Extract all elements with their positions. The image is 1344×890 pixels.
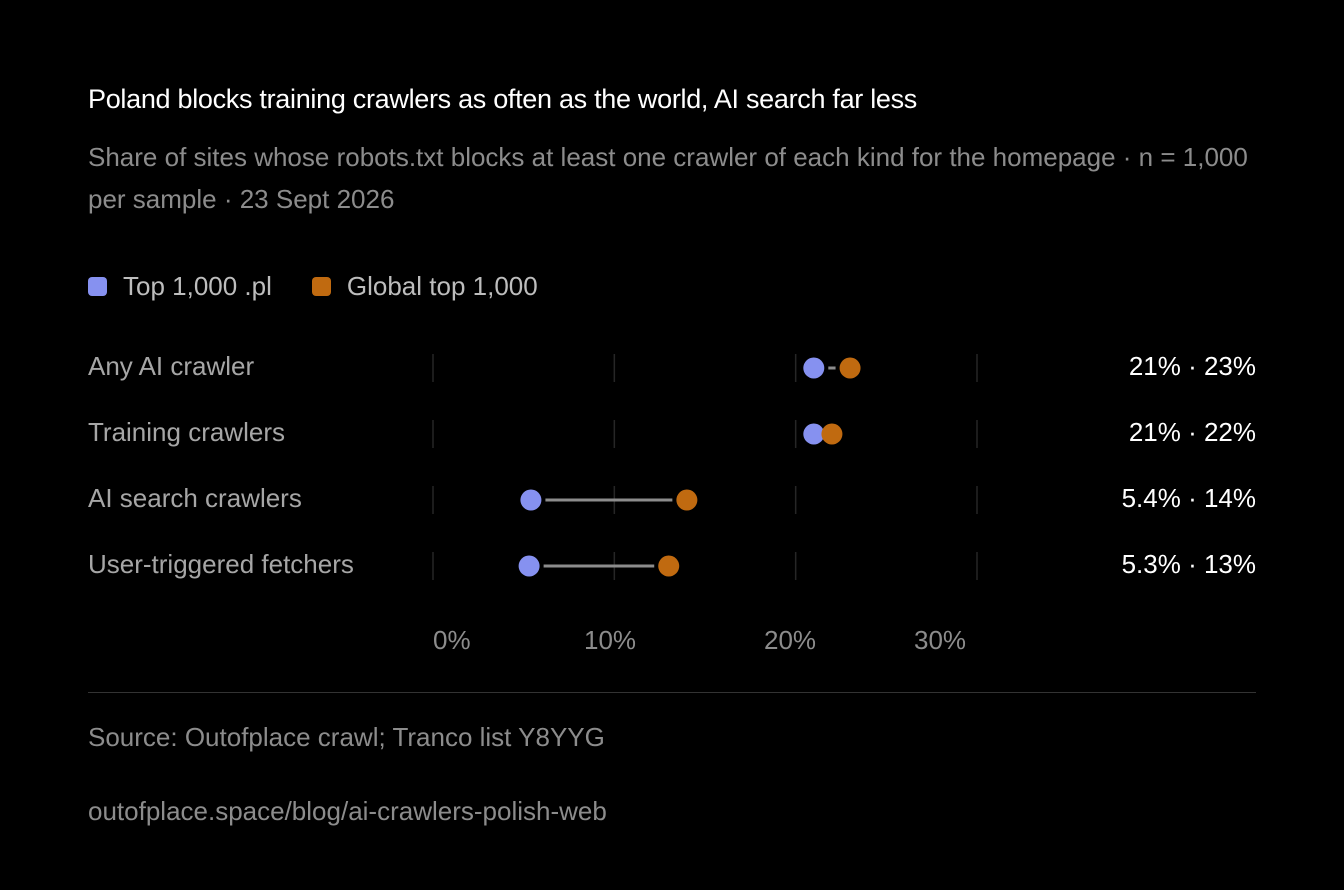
- row-label: Training crawlers: [88, 417, 285, 447]
- chart-row: Any AI crawler 21% · 23%: [88, 351, 1256, 381]
- row-label: AI search crawlers: [88, 483, 302, 513]
- x-tick-label: 0%: [433, 625, 471, 655]
- x-axis-ticks: 0% 10% 20% 30%: [433, 625, 966, 655]
- legend-swatch-global: [311, 276, 331, 296]
- x-tick-label: 10%: [584, 625, 636, 655]
- chart-title: Poland blocks training crawlers as often…: [88, 84, 918, 114]
- legend-swatch-pl: [88, 276, 107, 296]
- point-global-top-1000: [658, 555, 680, 577]
- row-label: Any AI crawler: [88, 351, 255, 381]
- x-tick-label: 20%: [764, 625, 816, 655]
- article-url: outofplace.space/blog/ai-crawlers-polish…: [88, 796, 607, 826]
- point-global-top-1000: [839, 357, 861, 379]
- gridlines: [432, 354, 978, 580]
- row-value-label: 5.3% · 13%: [1122, 549, 1256, 579]
- point-top-1000-pl: [520, 489, 542, 511]
- point-top-1000-pl: [803, 423, 825, 445]
- legend: Top 1,000 .pl Global top 1,000: [88, 268, 578, 304]
- row-value-label: 21% · 22%: [1129, 417, 1256, 447]
- chart-row: AI search crawlers 5.4% · 14%: [88, 483, 1256, 513]
- chart-row: Training crawlers 21% · 22%: [88, 417, 1256, 447]
- row-label: User-triggered fetchers: [88, 549, 354, 579]
- row-value-label: 21% · 23%: [1129, 351, 1256, 381]
- chart-rows: Any AI crawler 21% · 23% Training crawlers…: [88, 351, 1256, 579]
- legend-label-pl: Top 1,000 .pl: [123, 270, 272, 301]
- x-tick-label: 30%: [914, 625, 966, 655]
- point-top-1000-pl: [518, 555, 540, 577]
- chart-subtitle: Share of sites whose robots.txt blocks a…: [88, 142, 1248, 214]
- legend-label-global: Global top 1,000: [346, 270, 538, 301]
- point-global-top-1000: [676, 489, 698, 511]
- point-global-top-1000: [821, 423, 843, 445]
- footer-divider: [88, 692, 1256, 693]
- legend-item-pl: Top 1,000 .pl: [88, 271, 272, 302]
- source-note: Source: Outofplace crawl; Tranco list Y8…: [88, 722, 605, 752]
- row-value-label: 5.4% · 14%: [1122, 483, 1256, 513]
- chart-row: User-triggered fetchers 5.3% · 13%: [88, 549, 1256, 579]
- point-top-1000-pl: [803, 357, 825, 379]
- legend-item-global: Global top 1,000: [311, 270, 538, 302]
